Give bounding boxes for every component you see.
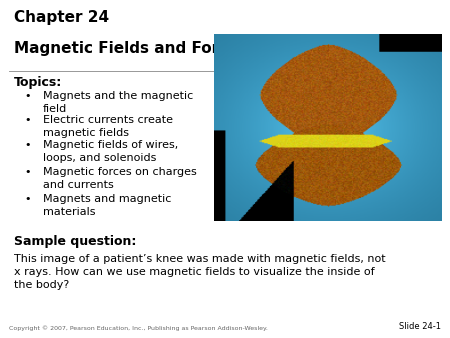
Text: •: • — [25, 91, 31, 101]
Text: Slide 24-1: Slide 24-1 — [399, 321, 441, 331]
Text: Electric currents create
magnetic fields: Electric currents create magnetic fields — [43, 115, 173, 138]
Text: Magnetic fields of wires,
loops, and solenoids: Magnetic fields of wires, loops, and sol… — [43, 140, 178, 163]
Text: Magnets and magnetic
materials: Magnets and magnetic materials — [43, 194, 171, 217]
Text: •: • — [25, 140, 31, 150]
Text: Topics:: Topics: — [14, 76, 62, 89]
Text: This image of a patient’s knee was made with magnetic fields, not
x rays. How ca: This image of a patient’s knee was made … — [14, 254, 385, 290]
Text: Magnets and the magnetic
field: Magnets and the magnetic field — [43, 91, 193, 114]
Text: •: • — [25, 167, 31, 177]
Text: •: • — [25, 194, 31, 204]
Text: Chapter 24: Chapter 24 — [14, 10, 108, 25]
Text: Copyright © 2007, Pearson Education, Inc., Publishing as Pearson Addison-Wesley.: Copyright © 2007, Pearson Education, Inc… — [9, 325, 268, 331]
Text: Magnetic forces on charges
and currents: Magnetic forces on charges and currents — [43, 167, 197, 190]
Text: Magnetic Fields and Forces: Magnetic Fields and Forces — [14, 41, 247, 55]
Text: Sample question:: Sample question: — [14, 235, 136, 248]
Text: •: • — [25, 115, 31, 125]
